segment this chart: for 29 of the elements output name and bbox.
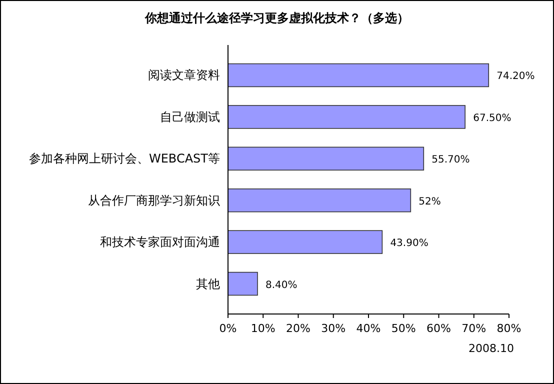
data-label: 55.70%: [432, 154, 470, 166]
x-tick-label: 40%: [356, 322, 381, 335]
x-tick-label: 50%: [391, 322, 416, 335]
bar: [228, 230, 383, 254]
chart-title: 你想通过什么途径学习更多虚拟化技术？（多选）: [144, 11, 409, 25]
y-tick-label: 阅读文章资料: [148, 68, 220, 82]
text: 2008.10: [468, 342, 514, 355]
bar: [228, 272, 258, 296]
y-tick-label: 其他: [196, 276, 220, 291]
x-tick-label: 10%: [250, 322, 276, 335]
data-label: 67.50%: [473, 112, 512, 124]
y-tick-label: 和技术专家面对面沟通: [100, 235, 220, 250]
x-tick-label: 20%: [286, 322, 310, 335]
data-label: 43.90%: [390, 238, 428, 250]
bar: [228, 63, 490, 88]
x-tick-label: 60%: [426, 322, 451, 335]
x-tick-label: 0%: [219, 322, 237, 335]
data-label: 52%: [418, 196, 441, 208]
y-tick-label: 参加各种网上研讨会、WEBCAST等: [28, 152, 220, 166]
bar: [228, 146, 424, 171]
x-tick-label: 30%: [321, 322, 346, 335]
bar: [228, 188, 412, 212]
bar: [228, 105, 466, 129]
y-tick-label: 从合作厂商那学习新知识: [88, 193, 220, 208]
data-label: 8.40%: [266, 280, 298, 291]
data-label: 74.20%: [496, 71, 535, 82]
x-tick-label: 80%: [496, 322, 522, 335]
x-tick-label: 70%: [462, 322, 486, 335]
y-tick-label: 自己做测试: [160, 110, 220, 124]
